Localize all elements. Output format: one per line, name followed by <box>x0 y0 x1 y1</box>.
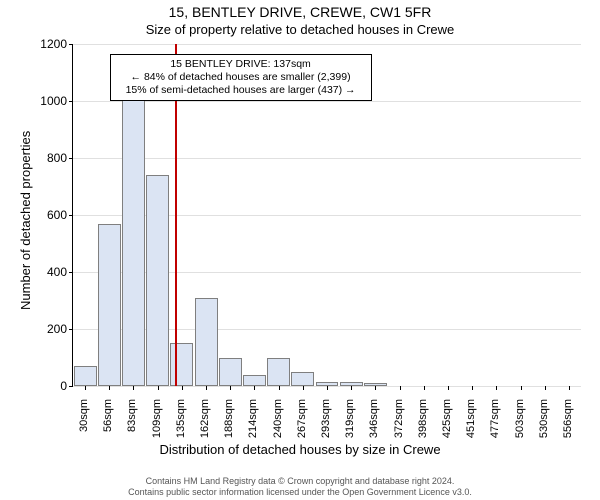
x-tick-mark <box>375 386 376 390</box>
x-tick-label: 398sqm <box>417 399 429 449</box>
x-tick-label: 556sqm <box>562 399 574 449</box>
x-tick-mark <box>545 386 546 390</box>
histogram-bar <box>219 358 242 387</box>
y-tick-label: 400 <box>47 265 73 279</box>
gridline <box>73 101 581 102</box>
chart-subtitle: Size of property relative to detached ho… <box>0 22 600 37</box>
x-tick-mark <box>158 386 159 390</box>
x-tick-label: 372sqm <box>393 399 405 449</box>
x-tick-label: 319sqm <box>344 399 356 449</box>
y-tick-label: 1200 <box>40 37 73 51</box>
x-tick-mark <box>109 386 110 390</box>
histogram-bar <box>267 358 290 387</box>
histogram-bar <box>98 224 121 386</box>
x-tick-label: 214sqm <box>247 399 259 449</box>
footer-line-2: Contains public sector information licen… <box>0 487 600 498</box>
histogram-bar <box>243 375 266 386</box>
y-tick-label: 0 <box>60 379 73 393</box>
plot-area: 02004006008001000120015 BENTLEY DRIVE: 1… <box>72 44 581 387</box>
histogram-bar <box>291 372 314 386</box>
x-tick-mark <box>230 386 231 390</box>
x-tick-label: 530sqm <box>538 399 550 449</box>
x-tick-label: 162sqm <box>199 399 211 449</box>
x-tick-label: 451sqm <box>465 399 477 449</box>
x-tick-mark <box>206 386 207 390</box>
histogram-bar <box>170 343 193 386</box>
x-tick-label: 425sqm <box>441 399 453 449</box>
gridline <box>73 44 581 45</box>
x-tick-mark <box>521 386 522 390</box>
histogram-bar <box>74 366 97 386</box>
chart-title: 15, BENTLEY DRIVE, CREWE, CW1 5FR <box>0 4 600 20</box>
x-tick-mark <box>182 386 183 390</box>
annotation-line: 15% of semi-detached houses are larger (… <box>117 84 365 97</box>
annotation-box: 15 BENTLEY DRIVE: 137sqm← 84% of detache… <box>110 54 372 101</box>
x-tick-mark <box>496 386 497 390</box>
histogram-bar <box>122 98 145 386</box>
x-tick-label: 188sqm <box>223 399 235 449</box>
x-tick-label: 477sqm <box>489 399 501 449</box>
x-tick-mark <box>448 386 449 390</box>
x-tick-label: 293sqm <box>320 399 332 449</box>
x-tick-mark <box>303 386 304 390</box>
x-tick-label: 109sqm <box>151 399 163 449</box>
x-tick-mark <box>472 386 473 390</box>
x-tick-mark <box>133 386 134 390</box>
annotation-line: 15 BENTLEY DRIVE: 137sqm <box>117 58 365 71</box>
x-tick-label: 30sqm <box>78 399 90 449</box>
x-tick-mark <box>351 386 352 390</box>
x-tick-label: 83sqm <box>126 399 138 449</box>
x-tick-label: 503sqm <box>514 399 526 449</box>
x-tick-mark <box>327 386 328 390</box>
y-tick-label: 600 <box>47 208 73 222</box>
y-tick-label: 200 <box>47 322 73 336</box>
footer-attribution: Contains HM Land Registry data © Crown c… <box>0 476 600 498</box>
y-tick-label: 1000 <box>40 94 73 108</box>
gridline <box>73 158 581 159</box>
y-axis-label: Number of detached properties <box>18 131 33 310</box>
y-tick-label: 800 <box>47 151 73 165</box>
footer-line-1: Contains HM Land Registry data © Crown c… <box>0 476 600 487</box>
x-tick-mark <box>424 386 425 390</box>
x-tick-mark <box>254 386 255 390</box>
annotation-line: ← 84% of detached houses are smaller (2,… <box>117 71 365 84</box>
x-tick-label: 56sqm <box>102 399 114 449</box>
chart-container: 15, BENTLEY DRIVE, CREWE, CW1 5FR Size o… <box>0 0 600 500</box>
x-tick-mark <box>400 386 401 390</box>
histogram-bar <box>195 298 218 386</box>
x-tick-mark <box>569 386 570 390</box>
x-tick-label: 346sqm <box>368 399 380 449</box>
x-tick-mark <box>279 386 280 390</box>
x-tick-label: 240sqm <box>272 399 284 449</box>
x-tick-mark <box>85 386 86 390</box>
x-tick-label: 267sqm <box>296 399 308 449</box>
x-tick-label: 135sqm <box>175 399 187 449</box>
histogram-bar <box>146 175 169 386</box>
